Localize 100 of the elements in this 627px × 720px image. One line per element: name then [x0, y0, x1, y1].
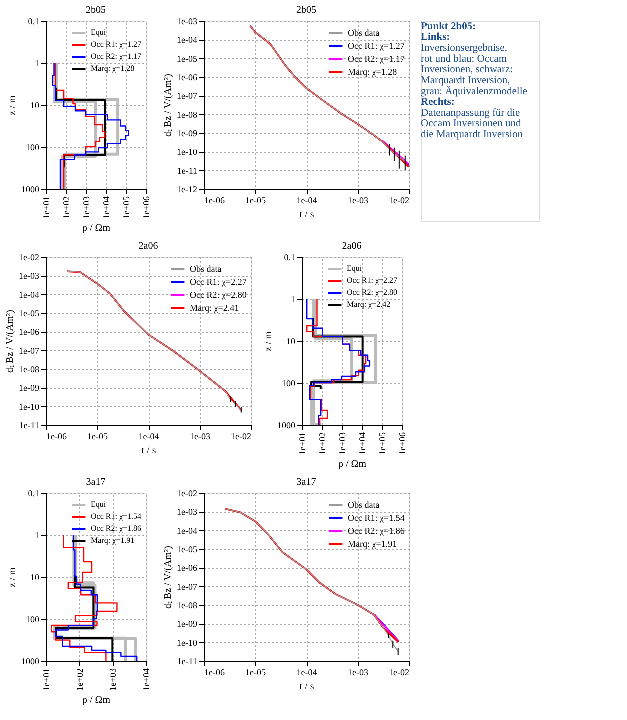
x-tick-label: 1e-03 — [348, 668, 369, 678]
x-axis-title: t / s — [300, 682, 314, 692]
y-tick-label: 1e-05 — [177, 54, 198, 64]
x-tick-label: 1e+03 — [82, 196, 92, 220]
x-tick-label: 1e-03 — [348, 196, 369, 206]
y-axis-title: z / m — [8, 95, 18, 116]
legend-label: Marq: χ=1.28 — [91, 64, 135, 73]
y-tick-label: 1 — [35, 58, 40, 68]
y-tick-label: 1e-09 — [19, 383, 40, 394]
x-tick-label: 1e+06 — [142, 196, 152, 220]
x-tick-label: 1e+05 — [122, 196, 132, 220]
x-tick-label: 1e+06 — [398, 432, 408, 456]
y-tick-label: 1000 — [22, 656, 40, 666]
legend-label: Equi — [91, 500, 107, 509]
x-tick-label: 1e-04 — [138, 432, 160, 442]
y-axis-title: z / m — [264, 331, 274, 352]
y-tick-label: 1e-10 — [177, 638, 198, 648]
chart-title: 3a17 — [296, 477, 316, 488]
legend-label: Occ R2: χ=1.17 — [91, 52, 142, 61]
y-axis-title: z / m — [8, 567, 18, 588]
x-tick-label: 1e-06 — [204, 668, 226, 678]
legend-label: Occ R2: χ=1.86 — [91, 524, 142, 533]
y-tick-label: 0.1 — [284, 252, 296, 262]
y-axis-title: dₜ Bz / V/(Am²) — [5, 310, 16, 373]
legend-label: Occ R2: χ=1.86 — [348, 526, 406, 536]
y-tick-label: 1e-08 — [177, 600, 198, 610]
y-tick-label: 1 — [291, 294, 296, 304]
x-tick-label: 1e+01 — [298, 432, 308, 456]
y-tick-label: 0.1 — [28, 488, 40, 498]
x-axis-title: ρ / Ωm — [82, 695, 111, 706]
y-tick-label: 1e-04 — [177, 526, 198, 536]
text: Links: — [421, 32, 450, 44]
chart-title: 2a06 — [138, 241, 158, 252]
x-tick-label: 1e-06 — [46, 432, 68, 442]
legend-label: Obs data — [348, 500, 380, 510]
y-axis-title: dₜ Bz / V/(Am²) — [163, 546, 174, 609]
x-tick-label: 1e-02 — [231, 432, 252, 442]
y-tick-label: 100 — [282, 378, 296, 388]
x-axis-title: t / s — [300, 210, 314, 220]
y-tick-label: 1e-09 — [177, 619, 198, 630]
y-tick-label: 1e-07 — [19, 346, 40, 356]
x-tick-label: 1e-02 — [389, 668, 410, 678]
y-tick-label: 1e-08 — [19, 364, 40, 374]
text: Punkt 2b05: — [421, 21, 476, 32]
y-tick-label: 10 — [30, 100, 40, 110]
x-tick-label: 1e-04 — [296, 668, 318, 678]
legend-label: Marq: χ=2.42 — [347, 300, 391, 309]
x-tick-label: 1e+03 — [338, 432, 348, 456]
y-tick-label: 1e-03 — [177, 16, 198, 26]
x-tick-label: 1e-04 — [296, 196, 318, 206]
y-axis-title: dₜ Bz / V/(Am²) — [163, 74, 174, 137]
chart-title: 2b05 — [296, 5, 316, 16]
y-tick-label: 1e-04 — [177, 35, 198, 46]
x-tick-label: 1e-06 — [204, 196, 226, 206]
x-axis-title: ρ / Ωm — [82, 223, 111, 234]
legend-label: Occ R2: χ=1.17 — [348, 54, 406, 64]
text: Datenanpassung für die Occam Inversionen und die Marquardt Inversion — [421, 108, 524, 141]
legend-label: Marq: χ=1.91 — [91, 536, 135, 545]
x-tick-label: 1e+01 — [42, 196, 52, 220]
x-tick-label: 1e-05 — [88, 432, 108, 442]
y-tick-label: 10 — [30, 572, 40, 582]
legend-label: Marq: χ=1.91 — [348, 539, 398, 549]
x-tick-label: 1e+04 — [358, 432, 368, 456]
legend-label: Occ R2: χ=2.80 — [347, 288, 398, 297]
y-tick-label: 1e-04 — [19, 290, 40, 300]
y-tick-label: 1000 — [278, 420, 296, 430]
y-tick-label: 1e-03 — [19, 271, 40, 282]
chart-title: 2b05 — [86, 5, 106, 16]
y-tick-label: 1e-08 — [177, 110, 198, 120]
y-tick-label: 1e-05 — [19, 308, 40, 318]
y-tick-label: 0.1 — [28, 16, 40, 26]
legend-label: Equi — [347, 264, 363, 273]
legend-label: Occ R1: χ=1.54 — [348, 513, 406, 523]
legend-label: Occ R1: χ=2.27 — [347, 276, 398, 285]
y-tick-label: 1e-03 — [177, 507, 198, 518]
y-tick-label: 1 — [35, 530, 40, 540]
y-tick-label: 1e-12 — [177, 184, 198, 194]
legend-label: Obs data — [190, 264, 222, 274]
legend-label: Occ R1: χ=1.54 — [91, 512, 142, 521]
y-tick-label: 10 — [286, 336, 296, 346]
x-tick-label: 1e+02 — [74, 668, 85, 692]
legend-label: Marq: χ=2.41 — [190, 303, 240, 313]
x-tick-label: 1e+04 — [142, 668, 152, 692]
y-tick-label: 1000 — [22, 184, 40, 194]
y-tick-label: 1e-07 — [177, 91, 198, 102]
y-tick-label: 1e-11 — [177, 166, 198, 176]
legend-label: Obs data — [348, 28, 380, 38]
x-tick-label: 1e+01 — [42, 668, 52, 692]
y-tick-label: 1e-10 — [177, 147, 198, 158]
y-tick-label: 1e-10 — [19, 402, 40, 412]
x-tick-label: 1e+05 — [378, 432, 388, 456]
y-tick-label: 1e-06 — [177, 563, 198, 574]
y-tick-label: 100 — [26, 614, 40, 624]
y-tick-label: 1e-02 — [19, 252, 40, 262]
legend-label: Occ R1: χ=1.27 — [91, 40, 142, 49]
x-tick-label: 1e+02 — [62, 196, 72, 220]
legend-label: Occ R2: χ=2.80 — [190, 290, 248, 300]
x-tick-label: 1e+04 — [102, 196, 112, 220]
x-axis-title: t / s — [142, 446, 156, 456]
x-tick-label: 1e-02 — [389, 196, 410, 206]
